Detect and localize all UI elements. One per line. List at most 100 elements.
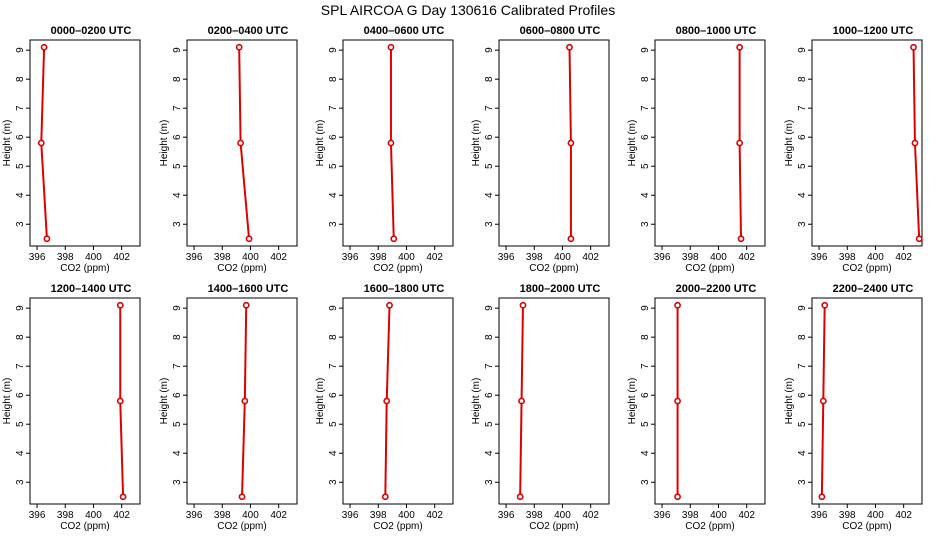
panel-title: 1200–1400 UTC [51,283,132,295]
y-tick-label: 8 [172,76,183,82]
x-tick-label: 396 [342,252,359,263]
y-tick-label: 8 [328,334,339,340]
x-tick-label: 396 [498,510,515,521]
y-tick-label: 3 [797,479,808,485]
x-axis-label: CO2 (ppm) [529,521,578,532]
y-axis-label: Height (m) [471,378,482,425]
profile-point [40,43,48,51]
y-tick-label: 5 [640,163,651,169]
x-tick-label: 398 [839,510,856,521]
y-tick-label: 3 [484,479,495,485]
y-tick-label: 8 [15,334,26,340]
y-tick-label: 5 [172,421,183,427]
x-tick-label: 398 [682,252,699,263]
x-tick-label: 396 [811,252,828,263]
y-tick-label: 5 [797,421,808,427]
x-axis-label: CO2 (ppm) [217,263,266,274]
y-tick-label: 5 [172,163,183,169]
plot-frame [186,297,298,505]
y-tick-label: 4 [484,192,495,198]
x-tick-label: 398 [839,252,856,263]
x-tick-label: 402 [582,252,599,263]
y-tick-label: 3 [15,221,26,227]
plot-frame [186,39,298,247]
x-tick-label: 396 [186,252,203,263]
y-axis-label: Height (m) [159,120,170,167]
x-tick-label: 400 [398,252,415,263]
y-tick-label: 7 [172,363,183,369]
y-tick-label: 9 [172,305,183,311]
x-tick-label: 396 [29,252,46,263]
x-tick-label: 396 [654,510,671,521]
profile-point [119,493,127,501]
y-tick-label: 5 [15,163,26,169]
plot-frame [498,297,610,505]
x-tick-label: 398 [57,252,74,263]
profile-point [674,493,681,501]
y-axis-label: Height (m) [627,120,638,167]
profile-point [821,301,829,309]
y-tick-label: 4 [15,450,26,456]
y-tick-label: 6 [797,392,808,398]
y-tick-label: 7 [484,105,495,111]
x-tick-label: 400 [242,252,259,263]
y-tick-label: 8 [640,334,651,340]
profile-point [674,397,681,405]
x-tick-label: 398 [57,510,74,521]
panel-title: 0600–0800 UTC [520,25,601,37]
profile-point [736,43,744,51]
y-tick-label: 8 [172,334,183,340]
x-tick-label: 402 [113,510,130,521]
panel-title: 2000–2200 UTC [676,283,757,295]
y-axis-label: Height (m) [159,378,170,425]
y-tick-label: 9 [328,47,339,53]
x-tick-label: 400 [85,252,102,263]
panel-title: 2200–2400 UTC [833,283,914,295]
x-axis-label: CO2 (ppm) [842,263,891,274]
y-tick-label: 8 [328,76,339,82]
panel-title: 0000–0200 UTC [51,25,132,37]
profile-point [518,397,525,405]
profile-point [911,139,919,147]
profile-point [241,397,249,405]
panel-title: 0200–0400 UTC [208,25,289,37]
y-tick-label: 6 [640,134,651,140]
profile-point [245,235,253,243]
y-tick-label: 7 [15,105,26,111]
y-tick-label: 4 [484,450,495,456]
panel-title: 0800–1000 UTC [676,25,757,37]
y-tick-label: 9 [328,305,339,311]
y-tick-label: 8 [640,76,651,82]
y-tick-label: 6 [328,134,339,140]
x-tick-label: 396 [29,510,46,521]
panel-title: 0400–0600 UTC [364,25,445,37]
y-tick-label: 6 [328,392,339,398]
y-tick-label: 8 [484,76,495,82]
y-axis-label: Height (m) [784,120,795,167]
x-axis-label: CO2 (ppm) [685,263,734,274]
y-tick-label: 7 [797,363,808,369]
y-tick-label: 4 [797,192,808,198]
x-axis-label: CO2 (ppm) [529,263,578,274]
x-tick-label: 398 [214,252,231,263]
y-tick-label: 5 [797,163,808,169]
y-tick-label: 5 [640,421,651,427]
x-tick-label: 400 [554,252,571,263]
x-tick-label: 396 [654,252,671,263]
x-tick-label: 398 [370,252,387,263]
y-tick-label: 9 [797,305,808,311]
y-tick-label: 9 [484,47,495,53]
x-axis-label: CO2 (ppm) [373,263,422,274]
figure-title: SPL AIRCOA G Day 130616 Calibrated Profi… [320,2,616,18]
y-tick-label: 6 [640,392,651,398]
y-tick-label: 6 [172,392,183,398]
y-tick-label: 4 [328,450,339,456]
x-tick-label: 402 [738,252,755,263]
profile-point [37,139,45,147]
plot-frame [811,297,923,505]
y-axis-label: Height (m) [315,120,326,167]
y-tick-label: 3 [797,221,808,227]
profile-point [386,301,393,309]
profile-point [516,493,524,501]
